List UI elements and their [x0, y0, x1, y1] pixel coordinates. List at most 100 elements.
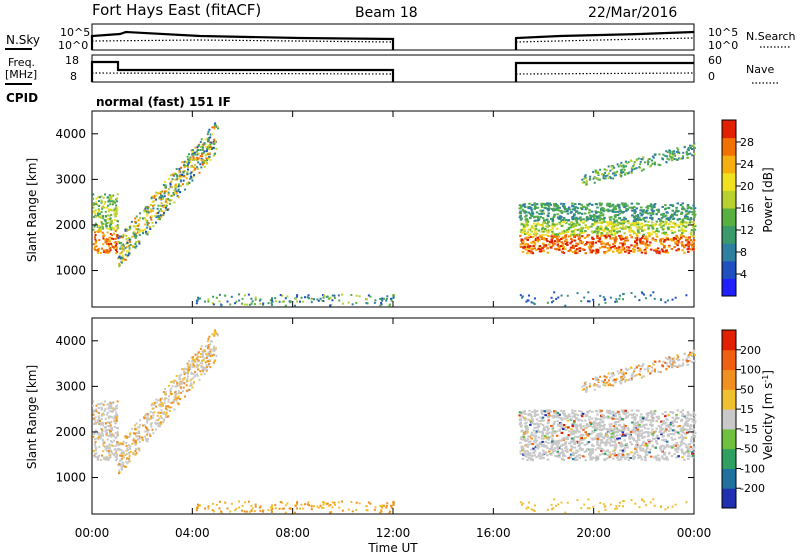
scatter-cell — [660, 226, 663, 229]
scatter-cell — [620, 445, 623, 448]
scatter-cell — [341, 500, 344, 503]
scatter-cell — [317, 506, 320, 509]
scatter-cell — [269, 299, 272, 302]
scatter-cell — [653, 297, 656, 300]
scatter-cell — [162, 196, 165, 199]
scatter-cell — [226, 300, 229, 303]
scatter-cell — [681, 208, 684, 211]
scatter-cell — [155, 194, 158, 197]
scatter-cell — [585, 424, 589, 427]
scatter-cell — [98, 228, 101, 231]
scatter-cell — [605, 443, 608, 446]
scatter-cell — [204, 138, 207, 141]
scatter-cell — [581, 235, 584, 238]
scatter-cell — [596, 418, 599, 421]
scatter-cell — [601, 206, 604, 209]
scatter-cell — [258, 506, 261, 509]
scatter-cell — [621, 244, 625, 247]
scatter-cell — [296, 300, 299, 303]
scatter-cell — [150, 218, 153, 221]
cpid-value: normal (fast) 151 IF — [96, 95, 231, 109]
scatter-cell — [241, 297, 244, 300]
scatter-cell — [661, 444, 665, 447]
scatter-cell — [560, 439, 563, 442]
y-tick-label: 1000 — [55, 264, 86, 278]
scatter-cell — [636, 218, 640, 221]
scatter-cell — [675, 214, 679, 217]
scatter-cell — [621, 449, 624, 452]
scatter-cell — [567, 413, 571, 416]
scatter-cell — [527, 413, 530, 416]
scatter-cell — [105, 251, 108, 254]
scatter-cell — [651, 224, 654, 227]
scatter-cell — [116, 193, 119, 196]
colorbar-tick-label: 8 — [740, 246, 747, 259]
scatter-cell — [614, 447, 617, 450]
scatter-cell — [633, 429, 637, 432]
scatter-cell — [157, 411, 160, 414]
scatter-cell — [129, 243, 132, 246]
scatter-cell — [169, 182, 172, 185]
scatter-cell — [646, 414, 650, 417]
scatter-cell — [108, 421, 111, 424]
scatter-cell — [589, 456, 592, 459]
scatter-cell — [207, 337, 210, 340]
scatter-cell — [106, 196, 109, 199]
scatter-cell — [128, 460, 131, 463]
scatter-cell — [688, 206, 691, 209]
scatter-cell — [615, 454, 618, 457]
scatter-cell — [156, 215, 159, 218]
scatter-cell — [158, 196, 161, 199]
scatter-cell — [213, 123, 216, 126]
scatter-cell — [648, 451, 651, 454]
scatter-cell — [633, 232, 636, 235]
scatter-cell — [175, 192, 178, 195]
scatter-cell — [627, 453, 631, 456]
scatter-cell — [313, 298, 316, 301]
scatter-cell — [116, 225, 119, 228]
scatter-cell — [685, 216, 688, 219]
scatter-cell — [640, 214, 643, 217]
scatter-cell — [525, 425, 529, 428]
scatter-cell — [598, 428, 602, 431]
scatter-cell — [139, 423, 142, 426]
scatter-cell — [565, 241, 569, 244]
scatter-cell — [115, 248, 118, 251]
scatter-cell — [155, 191, 158, 194]
scatter-cell — [214, 331, 217, 334]
scatter-cell — [544, 229, 548, 232]
scatter-cell — [659, 445, 663, 448]
scatter-cell — [200, 166, 203, 169]
scatter-cell — [648, 231, 651, 234]
scatter-cell — [597, 178, 600, 181]
scatter-cell — [146, 417, 149, 420]
scatter-cell — [392, 503, 395, 506]
scatter-cell — [581, 448, 585, 451]
scatter-cell — [663, 453, 666, 456]
scatter-cell — [562, 246, 565, 249]
scatter-cell — [530, 415, 533, 418]
scatter-cell — [574, 457, 577, 460]
scatter-cell — [96, 204, 99, 207]
scatter-cell — [146, 433, 149, 436]
scatter-cell — [573, 223, 577, 226]
scatter-cell — [650, 410, 653, 413]
scatter-cell — [665, 150, 668, 153]
scatter-cell — [122, 450, 125, 453]
scatter-cell — [686, 152, 689, 155]
scatter-cell — [622, 226, 625, 229]
scatter-cell — [326, 502, 329, 505]
scatter-cell — [660, 420, 663, 423]
scatter-cell — [591, 245, 594, 248]
scatter-cell — [147, 222, 150, 225]
scatter-cell — [114, 421, 117, 424]
scatter-cell — [248, 510, 251, 513]
scatter-cell — [664, 457, 668, 460]
scatter-cell — [639, 206, 643, 209]
scatter-cell — [675, 416, 678, 419]
scatter-cell — [567, 228, 571, 231]
scatter-cell — [541, 449, 545, 452]
scatter-cell — [596, 424, 599, 427]
scatter-cell — [556, 239, 560, 242]
